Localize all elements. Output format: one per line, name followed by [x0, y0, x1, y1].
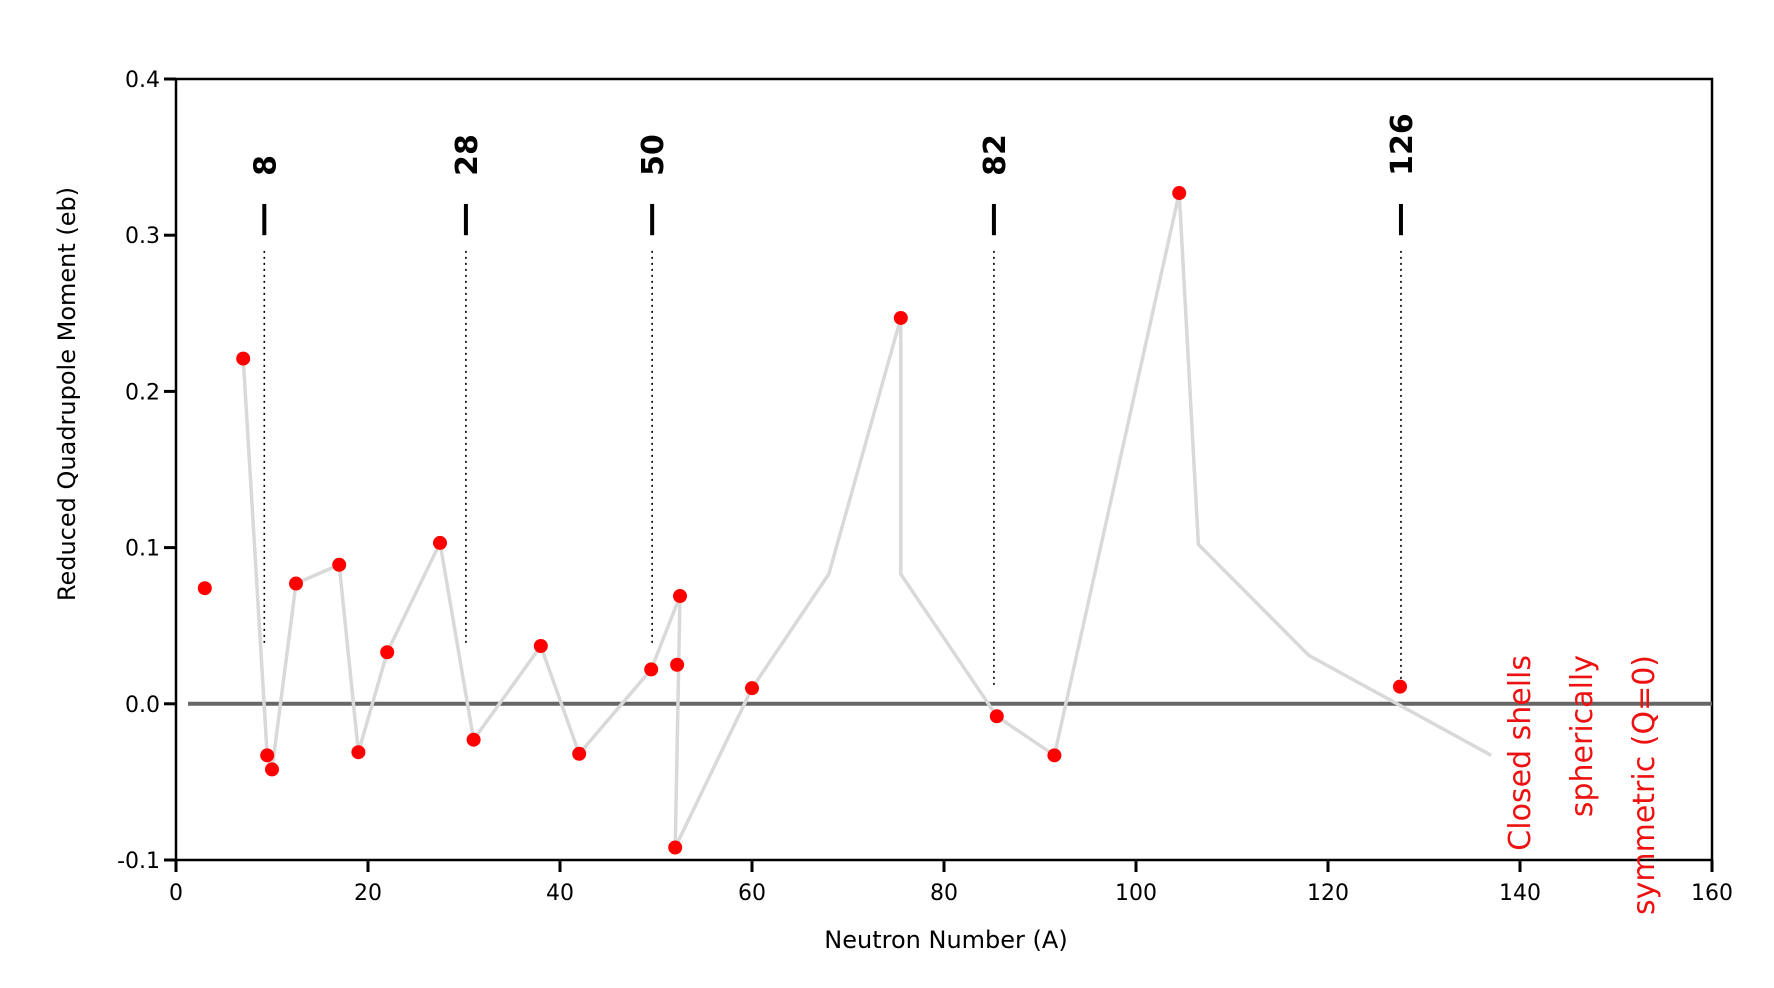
- x-tick-label: 140: [1499, 881, 1541, 906]
- data-point: [533, 639, 548, 654]
- y-axis-title: Reduced Quadrupole Moment (eb): [53, 187, 81, 601]
- x-tick-label: 0: [169, 881, 183, 906]
- data-point: [265, 762, 279, 777]
- data-point: [1172, 186, 1187, 201]
- magic-number-label: 82: [978, 134, 1013, 176]
- x-tick-label: 80: [930, 881, 958, 906]
- data-point: [332, 557, 347, 572]
- data-point: [745, 681, 759, 696]
- data-point: [893, 310, 908, 325]
- data-point: [466, 732, 481, 747]
- data-point: [1047, 748, 1062, 763]
- data-point: [673, 589, 687, 604]
- annotation-line: spherically: [1565, 655, 1600, 817]
- annotation-line: symmetric (Q=0): [1627, 655, 1662, 915]
- data-point: [289, 576, 303, 591]
- x-tick-label: 60: [738, 881, 766, 906]
- data-point: [572, 746, 587, 761]
- data-point: [351, 745, 366, 760]
- annotation-line: Closed shells: [1503, 655, 1538, 851]
- data-point: [670, 657, 685, 672]
- data-point: [668, 840, 683, 855]
- x-tick-label: 40: [546, 881, 574, 906]
- magic-number-label: 28: [450, 134, 485, 176]
- data-point: [1393, 679, 1407, 694]
- x-tick-label: 160: [1691, 881, 1733, 906]
- data-point: [380, 645, 395, 660]
- data-point: [644, 662, 659, 677]
- magic-number-label: 126: [1385, 113, 1420, 176]
- data-point: [236, 351, 251, 366]
- y-tick-label: 0.0: [125, 693, 160, 718]
- y-tick-label: 0.4: [125, 68, 160, 93]
- x-tick-label: 120: [1307, 881, 1349, 906]
- data-point: [197, 581, 212, 596]
- data-point: [989, 709, 1004, 724]
- x-tick-label: 20: [354, 881, 382, 906]
- x-tick-label: 100: [1115, 881, 1157, 906]
- trend-line: [241, 191, 1493, 850]
- plot-frame: [174, 77, 1714, 862]
- y-tick-label: 0.2: [125, 380, 160, 405]
- y-tick-label: -0.1: [117, 849, 160, 874]
- y-tick-label: 0.1: [125, 537, 160, 562]
- magic-number-label: 50: [636, 134, 671, 176]
- data-point: [260, 748, 275, 763]
- data-point: [433, 535, 447, 550]
- x-axis-title: Neutron Number (A): [824, 926, 1067, 954]
- magic-number-label: 8: [248, 155, 283, 176]
- y-tick-label: 0.3: [125, 224, 160, 249]
